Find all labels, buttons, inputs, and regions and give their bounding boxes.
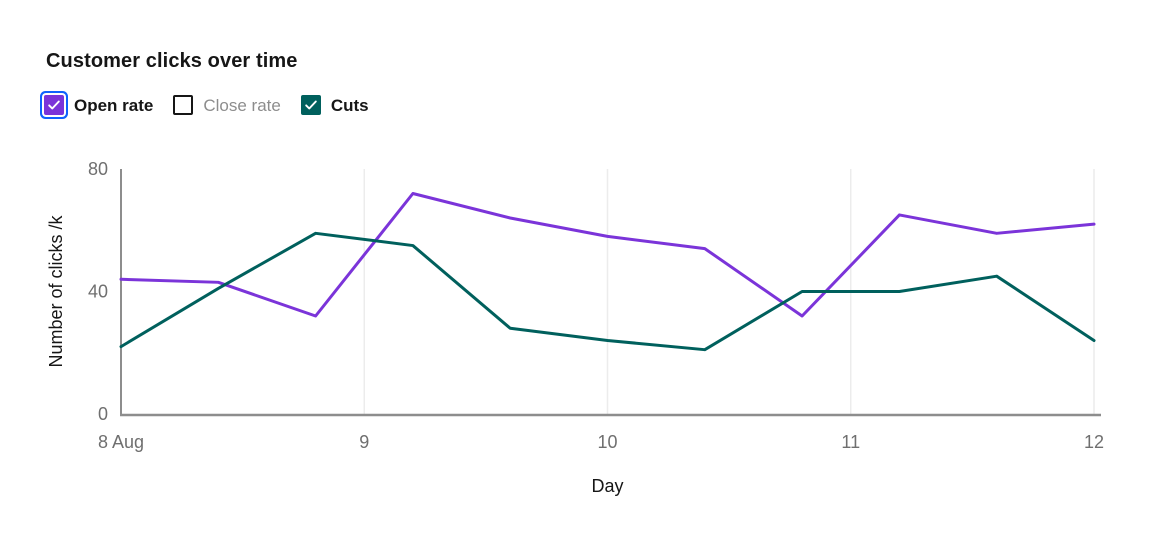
x-tick-label-9: 9: [359, 432, 369, 452]
unchecked-checkbox-icon[interactable]: [173, 95, 194, 115]
chart-legend: Open rate Close rate Cuts: [44, 95, 369, 115]
checked-checkbox-icon[interactable]: [44, 95, 64, 115]
checked-checkbox-icon[interactable]: [300, 95, 321, 115]
x-tick-label-11: 11: [841, 432, 860, 452]
line-open-rate: [119, 192, 1096, 318]
x-tick-label-8-aug: 8 Aug: [98, 432, 144, 452]
checkmark-icon: [305, 100, 317, 110]
legend-item-open-rate[interactable]: Open rate: [44, 95, 153, 115]
legend-label: Open rate: [74, 95, 154, 115]
legend-item-close-rate[interactable]: Close rate: [173, 95, 281, 115]
x-axis-title: Day: [591, 476, 623, 496]
legend-label: Close rate: [203, 95, 281, 115]
y-tick-label-0: 0: [98, 404, 108, 424]
line-cuts: [119, 231, 1096, 352]
legend-item-cuts[interactable]: Cuts: [300, 95, 369, 115]
checkmark-icon: [48, 100, 60, 110]
y-axis-title: Number of clicks /k: [46, 214, 66, 367]
legend-label: Cuts: [330, 95, 369, 115]
y-tick-label-80: 80: [88, 159, 108, 179]
x-tick-label-10: 10: [597, 432, 617, 452]
x-tick-label-12: 12: [1084, 432, 1104, 452]
y-tick-label-40: 40: [88, 282, 108, 302]
chart-title: Customer clicks over time: [46, 50, 298, 72]
